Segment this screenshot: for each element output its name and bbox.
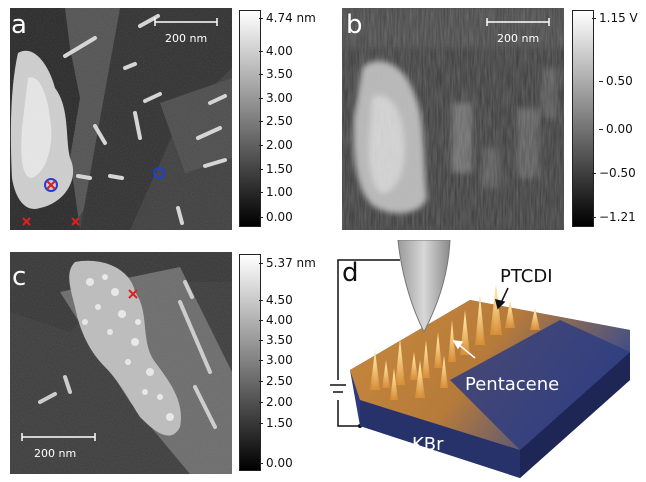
colorbar-c-tick: 3.00 — [259, 353, 293, 367]
panel-d-schematic — [330, 239, 630, 478]
panel-b-image: b 200 nm — [342, 8, 564, 230]
colorbar-c-min: 0.00 — [259, 456, 293, 470]
scalebar-label-c: 200 nm — [34, 447, 77, 460]
colorbar-a-tick: 2.00 — [259, 138, 293, 152]
panel-letter-a: a — [11, 10, 27, 40]
red-cross-marker — [128, 289, 138, 299]
label-arrows — [494, 287, 509, 310]
label-kbr: KBr — [412, 434, 444, 455]
scalebar-label-b: 200 nm — [497, 32, 540, 45]
afm-tip — [397, 239, 451, 334]
colorbar-a — [239, 10, 261, 227]
colorbar-b-tick: −0.50 — [592, 166, 636, 180]
colorbar-c — [239, 254, 261, 471]
blue-circle-marker — [44, 167, 165, 192]
panel-letter-b: b — [346, 10, 363, 40]
panel-a-image: a 200 nm — [10, 8, 232, 230]
red-cross-marker — [22, 180, 80, 226]
colorbar-b-min: −1.21 — [592, 210, 636, 224]
colorbar-a-tick: 3.50 — [259, 67, 293, 81]
colorbar-c-tick: 2.00 — [259, 395, 293, 409]
scalebar-c — [21, 433, 96, 441]
panel-d: d PTCDI Pentacene KBr — [330, 239, 640, 478]
scalebar-b — [486, 18, 550, 26]
colorbar-a-tick: 4.00 — [259, 44, 293, 58]
scalebar-label-a: 200 nm — [165, 32, 208, 45]
colorbar-a-tick: 1.00 — [259, 185, 293, 199]
colorbar-c-max: 5.37 nm — [259, 256, 316, 270]
scalebar-a — [154, 18, 218, 26]
colorbar-b-tick: 0.50 — [599, 74, 633, 88]
panel-letter-d: d — [342, 258, 359, 288]
panel-letter-c: c — [12, 262, 27, 292]
circuit-wire — [330, 259, 400, 427]
colorbar-b-max: 1.15 V — [592, 11, 638, 25]
colorbar-a-tick: 2.50 — [259, 114, 293, 128]
kbr-substrate — [350, 300, 630, 478]
panel-b-kpfm-map — [342, 8, 564, 230]
colorbar-a-min: 0.00 — [259, 210, 293, 224]
colorbar-b-tick: 0.00 — [599, 122, 633, 136]
panel-c-topography — [10, 252, 232, 474]
label-pentacene: Pentacene — [465, 374, 560, 395]
colorbar-c-tick: 4.50 — [259, 293, 293, 307]
label-ptcdi: PTCDI — [500, 266, 553, 287]
panel-c-image: c 200 nm — [10, 252, 232, 474]
colorbar-c-tick: 1.50 — [259, 416, 293, 430]
panel-a-topography — [10, 8, 232, 230]
colorbar-c-tick: 4.00 — [259, 313, 293, 327]
molecule-peaks — [370, 284, 540, 400]
colorbar-a-tick: 1.50 — [259, 162, 293, 176]
colorbar-c-tick: 3.50 — [259, 333, 293, 347]
colorbar-c-tick: 2.50 — [259, 374, 293, 388]
colorbar-b — [572, 10, 594, 227]
colorbar-a-tick: 3.00 — [259, 91, 293, 105]
colorbar-a-max: 4.74 nm — [259, 11, 316, 25]
